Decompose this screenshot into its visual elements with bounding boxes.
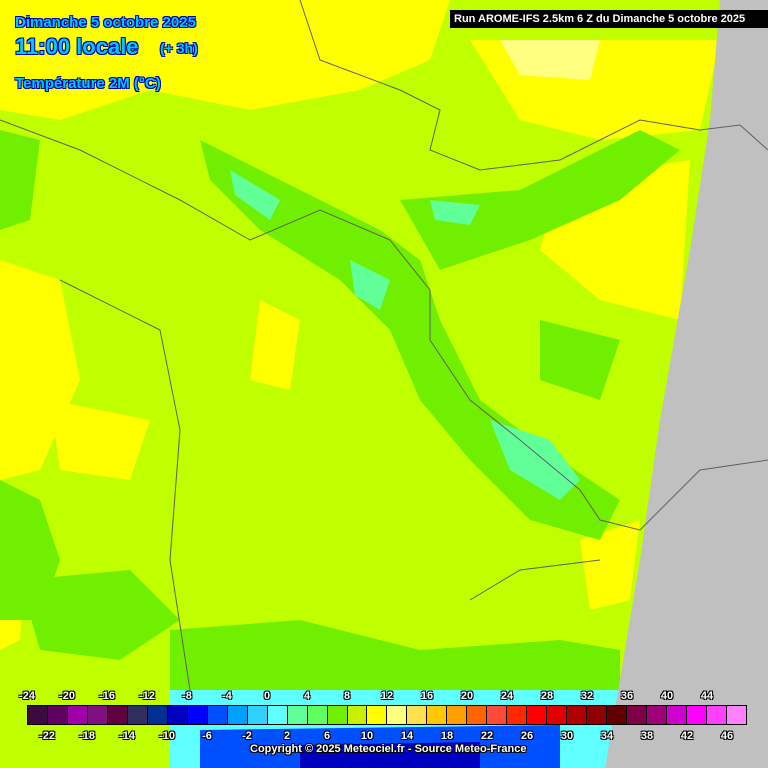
legend-swatch xyxy=(367,706,388,724)
legend-swatch xyxy=(187,706,208,724)
legend-label-top: -16 xyxy=(99,690,115,702)
legend-label-top: 36 xyxy=(620,690,634,702)
legend-swatch xyxy=(527,706,548,724)
legend-swatch xyxy=(207,706,228,724)
legend-label-top: 8 xyxy=(343,690,351,702)
legend-label-bottom: -18 xyxy=(79,730,95,742)
legend-swatch xyxy=(327,706,348,724)
color-scale-legend xyxy=(27,705,747,725)
legend-label-bottom: 10 xyxy=(360,730,374,742)
legend-label-top: 4 xyxy=(303,690,311,702)
legend-swatch xyxy=(607,706,628,724)
legend-swatch xyxy=(647,706,667,724)
legend-label-bottom: 6 xyxy=(323,730,331,742)
legend-swatch xyxy=(447,706,468,724)
legend-label-top: 44 xyxy=(700,690,714,702)
legend-swatch xyxy=(407,706,428,724)
legend-label-bottom: 34 xyxy=(600,730,614,742)
legend-label-bottom: 14 xyxy=(400,730,414,742)
legend-swatch xyxy=(47,706,68,724)
legend-swatch xyxy=(287,706,308,724)
legend-label-top: 40 xyxy=(660,690,674,702)
borders xyxy=(0,0,768,691)
legend-swatch xyxy=(67,706,88,724)
legend-swatch xyxy=(147,706,168,724)
legend-swatch xyxy=(387,706,408,724)
no-data-area xyxy=(605,0,768,768)
legend-swatch xyxy=(547,706,568,724)
cold-areas xyxy=(230,170,580,500)
legend-label-bottom: 18 xyxy=(440,730,454,742)
legend-swatch xyxy=(247,706,268,724)
legend-swatch xyxy=(28,706,48,724)
forecast-lead-time: (+ 3h) xyxy=(160,40,198,56)
copyright-text: Copyright © 2025 Meteociel.fr - Source M… xyxy=(250,743,527,755)
parameter-title: Température 2M (°C) xyxy=(15,75,161,92)
legend-swatch xyxy=(227,706,248,724)
legend-swatch xyxy=(667,706,687,724)
legend-label-bottom: -6 xyxy=(202,730,212,742)
legend-swatch xyxy=(307,706,328,724)
legend-label-bottom: 38 xyxy=(640,730,654,742)
legend-label-top: -8 xyxy=(182,690,192,702)
legend-swatch xyxy=(487,706,508,724)
legend-label-top: 24 xyxy=(500,690,514,702)
legend-label-bottom: -2 xyxy=(242,730,252,742)
legend-swatch xyxy=(627,706,648,724)
legend-label-bottom: 22 xyxy=(480,730,494,742)
lighter-warm xyxy=(500,40,600,80)
legend-label-top: 28 xyxy=(540,690,554,702)
legend-label-top: 12 xyxy=(380,690,394,702)
legend-swatch xyxy=(567,706,588,724)
forecast-time: 11:00 locale xyxy=(15,34,139,59)
legend-swatch xyxy=(726,706,746,724)
legend-swatch xyxy=(686,706,707,724)
legend-swatch xyxy=(347,706,368,724)
legend-label-bottom: 26 xyxy=(520,730,534,742)
legend-label-top: 20 xyxy=(460,690,474,702)
legend-label-bottom: -14 xyxy=(119,730,135,742)
legend-swatch xyxy=(167,706,188,724)
legend-label-bottom: 42 xyxy=(680,730,694,742)
legend-swatch xyxy=(467,706,488,724)
legend-label-top: -20 xyxy=(59,690,75,702)
legend-swatch xyxy=(127,706,148,724)
legend-label-top: 0 xyxy=(263,690,271,702)
legend-label-top: -12 xyxy=(139,690,155,702)
run-banner: Run AROME-IFS 2.5km 6 Z du Dimanche 5 oc… xyxy=(450,10,768,28)
legend-label-bottom: -22 xyxy=(39,730,55,742)
forecast-date: Dimanche 5 octobre 2025 xyxy=(15,14,196,31)
legend-swatch xyxy=(706,706,727,724)
legend-label-top: 16 xyxy=(420,690,434,702)
legend-swatch xyxy=(107,706,128,724)
legend-label-bottom: 30 xyxy=(560,730,574,742)
legend-label-top: -24 xyxy=(19,690,35,702)
legend-swatch xyxy=(87,706,108,724)
legend-label-top: -4 xyxy=(222,690,232,702)
legend-label-top: 32 xyxy=(580,690,594,702)
legend-swatch xyxy=(587,706,608,724)
legend-swatch xyxy=(507,706,528,724)
legend-swatch xyxy=(267,706,288,724)
legend-label-bottom: 2 xyxy=(283,730,291,742)
legend-swatch xyxy=(427,706,448,724)
legend-label-bottom: 46 xyxy=(720,730,734,742)
legend-label-bottom: -10 xyxy=(159,730,175,742)
